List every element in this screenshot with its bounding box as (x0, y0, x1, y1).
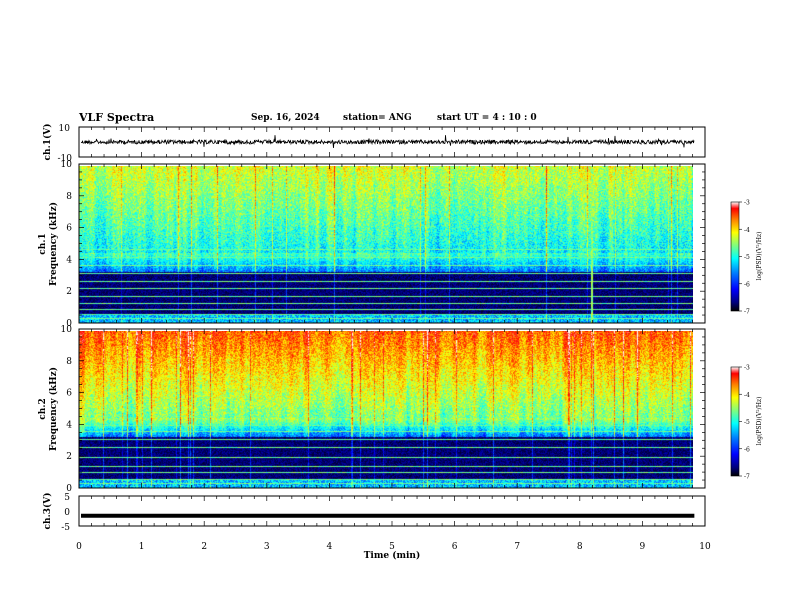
ch3-ytick-bottom: -5 (61, 523, 70, 533)
colorbar-tick-label: -6 (744, 281, 750, 288)
x-tick-label: 8 (577, 542, 583, 552)
x-tick-label: 7 (514, 542, 520, 552)
spec1-channel-label: ch.1 (38, 233, 48, 254)
ch1-ytick-bottom: -10 (58, 154, 73, 164)
ch1-colorbar (730, 201, 740, 312)
x-tick-label: 1 (139, 542, 145, 552)
colorbar-tick-label: -7 (744, 309, 750, 316)
date-label: Sep. 16, 2024 (251, 113, 320, 123)
x-tick-label: 4 (327, 542, 333, 552)
colorbar-tick-label: -3 (744, 200, 750, 207)
colorbar-tick-label: -5 (744, 254, 750, 261)
y-tick-label: 4 (66, 420, 72, 430)
spec1-ylabel: Frequency (kHz) (48, 202, 59, 286)
colorbar-tick-label: -4 (744, 392, 750, 399)
ch1-colorbar-label: log(PSD)(V²/Hz) (756, 232, 763, 281)
ch3-ylabel: ch.3(V) (42, 493, 53, 530)
ch2-colorbar (730, 366, 740, 477)
colorbar-tick-label: -7 (744, 474, 750, 481)
y-tick-label: 10 (61, 160, 73, 170)
ch2-colorbar-label: log(PSD)(V²/Hz) (756, 397, 763, 446)
y-tick-label: 2 (66, 452, 72, 462)
ch3-ytick-mid: 0 (64, 508, 70, 518)
ch1-ylabel: ch.1(V) (42, 124, 53, 161)
ch1-spectrogram-image (79, 166, 693, 323)
x-tick-label: 3 (264, 542, 270, 552)
colorbar-tick-label: -6 (744, 446, 750, 453)
y-tick-label: 0 (66, 484, 72, 494)
station-label: station= ANG (343, 113, 412, 123)
ch3-ytick-top: 5 (64, 493, 70, 503)
ch1-waveform-line (80, 135, 695, 149)
y-tick-label: 8 (66, 192, 72, 202)
spec2-channel-label: ch.2 (38, 398, 48, 419)
y-tick-label: 2 (66, 287, 72, 297)
colorbar-tick-label: -5 (744, 419, 750, 426)
y-tick-label: 0 (66, 319, 72, 329)
spec2-ylabel: Frequency (kHz) (48, 367, 59, 451)
start-time-label: start UT = 4 : 10 : 0 (437, 113, 537, 123)
ch2-spectrogram-image (79, 331, 693, 488)
x-tick-label: 2 (201, 542, 207, 552)
chart-title: VLF Spectra (79, 111, 155, 124)
colorbar-tick-label: -3 (744, 365, 750, 372)
x-axis-label: Time (min) (364, 550, 421, 561)
y-tick-label: 10 (61, 325, 73, 335)
y-tick-label: 6 (66, 224, 72, 234)
x-tick-label: 9 (640, 542, 646, 552)
axis-ticks (78, 127, 742, 526)
x-tick-label: 5 (389, 542, 395, 552)
y-tick-label: 6 (66, 389, 72, 399)
colorbar-tick-label: -4 (744, 227, 750, 234)
x-tick-label: 10 (699, 542, 711, 552)
ch1-ytick-top: 10 (59, 124, 71, 134)
y-tick-label: 4 (66, 255, 72, 265)
x-tick-label: 6 (452, 542, 458, 552)
x-tick-label: 0 (76, 542, 82, 552)
tick-labels: 0 1 2 3 4 5 6 7 8 9 1002468100246810-3-4-5-6-7-3-4… (61, 160, 750, 552)
y-tick-label: 8 (66, 357, 72, 367)
